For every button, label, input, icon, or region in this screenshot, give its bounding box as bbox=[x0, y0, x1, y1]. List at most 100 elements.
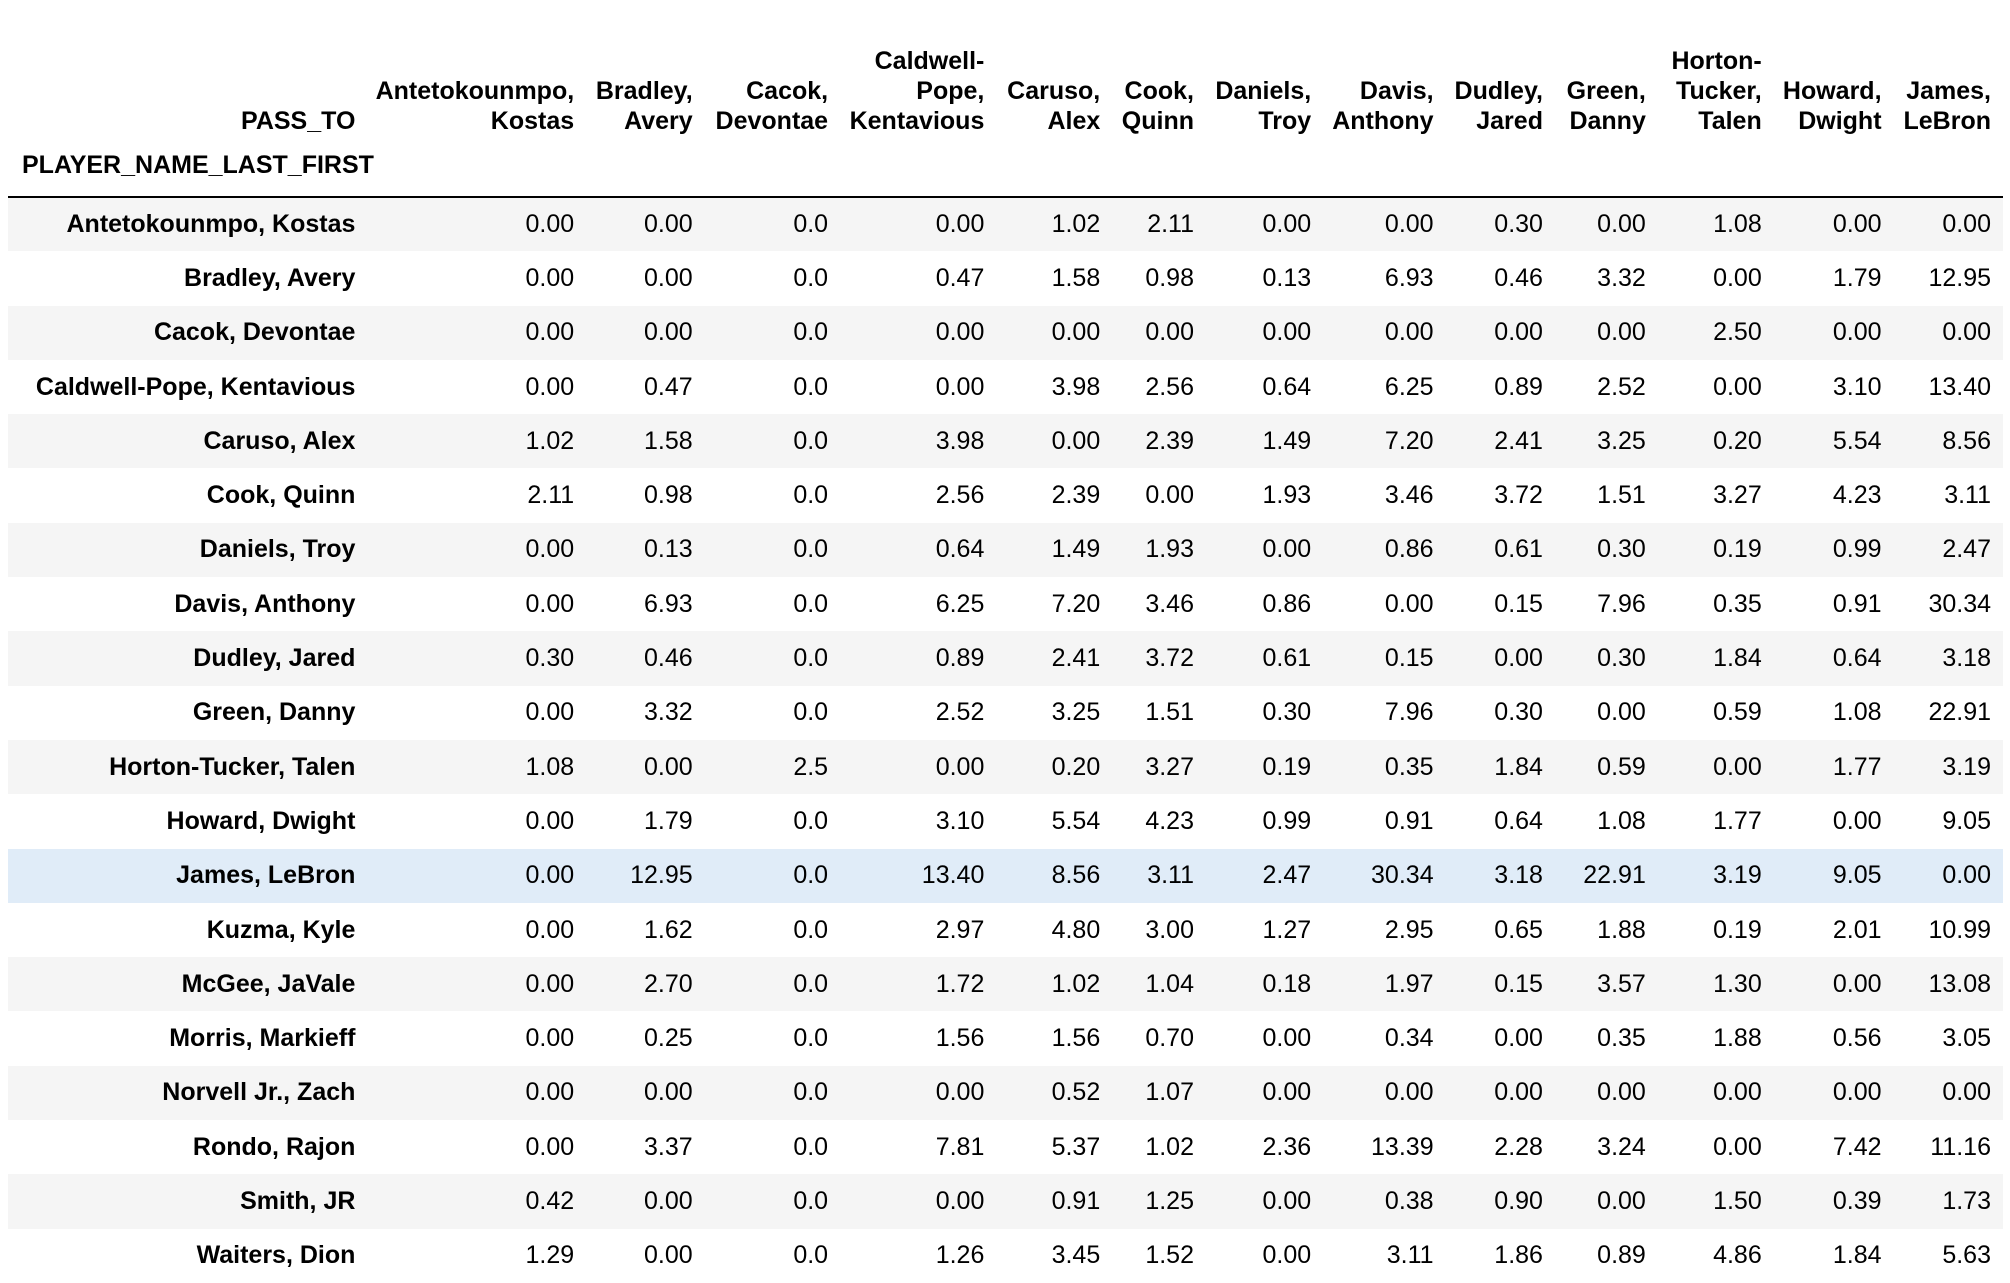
table-cell: 0.0 bbox=[793, 915, 829, 944]
table-cell: 5.63 bbox=[1942, 1241, 1991, 1270]
table-cell: 0.00 bbox=[935, 752, 985, 781]
table-row[interactable]: Horton-Tucker, Talen 1.08 0.00 2.5 0.00 0.20 3… bbox=[8, 739, 2003, 795]
row-label: Waiters, Dion bbox=[196, 1241, 356, 1270]
table-cell: 0.00 bbox=[1597, 698, 1646, 727]
columns-name-label: PASS_TO bbox=[241, 107, 356, 135]
table-row[interactable]: Antetokounmpo, Kostas 0.00 0.00 0.0 0.00 1.02… bbox=[8, 197, 2003, 252]
table-cell: 0.0 bbox=[793, 1024, 829, 1053]
index-header-blank bbox=[1323, 150, 1445, 197]
table-cell: 0.89 bbox=[1494, 372, 1543, 401]
table-cell: 3.32 bbox=[644, 698, 693, 727]
table-cell: 4.86 bbox=[1713, 1241, 1762, 1270]
table-row[interactable]: Cacok, Devontae 0.00 0.00 0.0 0.00 0.00 0.00 0.… bbox=[8, 305, 2003, 360]
table-cell: 0.0 bbox=[793, 1132, 829, 1161]
column-header: Dudley, Jared bbox=[1446, 0, 1555, 150]
table-row[interactable]: Davis, Anthony 0.00 6.93 0.0 6.25 7.20 3.46 0.8… bbox=[8, 577, 2003, 632]
table-cell: 0.0 bbox=[793, 1186, 829, 1215]
column-header-line: Kentavious bbox=[849, 107, 985, 135]
table-cell: 9.05 bbox=[1942, 806, 1991, 835]
table-cell: 0.0 bbox=[793, 426, 829, 455]
column-header: Caruso, Alex bbox=[996, 0, 1112, 150]
table-cell: 0.91 bbox=[1384, 806, 1434, 835]
table-row[interactable]: Howard, Dwight 0.00 1.79 0.0 3.10 5.54 4.23 0.9… bbox=[8, 794, 2003, 849]
table-cell: 0.91 bbox=[1051, 1186, 1101, 1215]
table-row[interactable]: Rondo, Rajon 0.00 3.37 0.0 7.81 5.37 1.02 2.36 1… bbox=[8, 1120, 2003, 1175]
table-cell: 0.00 bbox=[525, 698, 575, 727]
table-cell: 1.50 bbox=[1713, 1186, 1762, 1215]
table-cell: 13.40 bbox=[1928, 372, 1991, 401]
table-row[interactable]: Dudley, Jared 0.30 0.46 0.0 0.89 2.41 3.72 0.61… bbox=[8, 631, 2003, 686]
table-cell: 2.95 bbox=[1384, 915, 1434, 944]
index-header-blank bbox=[996, 150, 1112, 197]
table-cell: 0.00 bbox=[1494, 318, 1543, 347]
table-cell: 5.54 bbox=[1832, 426, 1882, 455]
table-cell: 0.00 bbox=[525, 263, 575, 292]
table-cell: 0.89 bbox=[935, 644, 985, 673]
table-cell: 0.35 bbox=[1597, 1024, 1646, 1053]
table-cell: 2.39 bbox=[1145, 426, 1194, 455]
table-row[interactable]: McGee, JaVale 0.00 2.70 0.0 1.72 1.02 1.04 0.18… bbox=[8, 957, 2003, 1012]
table-cell: 7.20 bbox=[1384, 426, 1434, 455]
table-cell: 2.52 bbox=[935, 698, 985, 727]
table-cell: 13.39 bbox=[1371, 1132, 1434, 1161]
table-cell: 0.89 bbox=[1597, 1241, 1646, 1270]
table-cell: 0.86 bbox=[1384, 535, 1434, 564]
table-row[interactable]: Green, Danny 0.00 3.32 0.0 2.52 3.25 1.51 0.30 7… bbox=[8, 685, 2003, 740]
table-cell: 0.30 bbox=[1494, 698, 1543, 727]
index-header-blank bbox=[1555, 150, 1658, 197]
table-cell: 1.73 bbox=[1942, 1186, 1991, 1215]
table-cell: 0.99 bbox=[1262, 806, 1312, 835]
column-header-line: Caldwell- bbox=[874, 47, 985, 75]
table-row[interactable]: Waiters, Dion 1.29 0.00 0.0 1.26 3.45 1.52 0.00… bbox=[8, 1228, 2003, 1283]
table-cell: 0.0 bbox=[793, 318, 829, 347]
table-cell: 1.62 bbox=[644, 915, 693, 944]
table-cell: 0.00 bbox=[1494, 1024, 1543, 1053]
table-cell: 1.84 bbox=[1832, 1241, 1882, 1270]
table-cell: 0.00 bbox=[935, 318, 985, 347]
column-header-line: Quinn bbox=[1121, 107, 1194, 135]
table-cell: 0.00 bbox=[1597, 1186, 1646, 1215]
table-row[interactable]: Smith, JR 0.42 0.00 0.0 0.00 0.91 1.25 0.00 0.38… bbox=[8, 1174, 2003, 1229]
table-cell: 1.79 bbox=[1832, 263, 1882, 292]
table-row[interactable]: Bradley, Avery 0.00 0.00 0.0 0.47 1.58 0.98 0.1… bbox=[8, 251, 2003, 306]
table-cell: 1.52 bbox=[1145, 1241, 1194, 1270]
table-cell: 1.51 bbox=[1145, 698, 1194, 727]
table-cell: 0.00 bbox=[644, 263, 693, 292]
table-cell: 0.46 bbox=[1494, 263, 1543, 292]
table-cell: 1.25 bbox=[1145, 1186, 1194, 1215]
table-cell: 1.56 bbox=[1051, 1024, 1101, 1053]
table-cell: 1.56 bbox=[935, 1024, 985, 1053]
table-row[interactable]: Daniels, Troy 0.00 0.13 0.0 0.64 1.49 1.93 0.00… bbox=[8, 522, 2003, 578]
index-header-blank bbox=[1206, 150, 1323, 197]
table-cell: 0.00 bbox=[1713, 1078, 1762, 1107]
table-row[interactable]: Caldwell-Pope, Kentavious 0.00 0.47 0.0 0.00… bbox=[8, 359, 2003, 415]
column-header: Cacok, Devontae bbox=[705, 0, 840, 150]
table-row[interactable]: Caruso, Alex 1.02 1.58 0.0 3.98 0.00 2.39 1.49 7… bbox=[8, 414, 2003, 469]
table-cell: 0.20 bbox=[1051, 752, 1101, 781]
table-cell: 3.24 bbox=[1597, 1132, 1646, 1161]
table-row[interactable]: Morris, Markieff 0.00 0.25 0.0 1.56 1.56 0.70 0… bbox=[8, 1011, 2003, 1066]
table-cell: 0.00 bbox=[1942, 1078, 1991, 1107]
table-cell: 0.00 bbox=[644, 1186, 693, 1215]
table-cell: 0.00 bbox=[1832, 806, 1882, 835]
table-cell: 0.20 bbox=[1713, 426, 1762, 455]
table-cell: 3.37 bbox=[644, 1132, 693, 1161]
table-cell: 0.00 bbox=[1384, 589, 1434, 618]
table-row[interactable]: Cook, Quinn 2.11 0.98 0.0 2.56 2.39 0.00 1.93 3.… bbox=[8, 468, 2003, 523]
table-row[interactable]: Norvell Jr., Zach 0.00 0.00 0.0 0.00 0.52 1.07… bbox=[8, 1065, 2003, 1121]
table-cell: 5.54 bbox=[1051, 806, 1101, 835]
table-cell: 0.00 bbox=[1713, 752, 1762, 781]
table-cell: 0.00 bbox=[644, 1078, 693, 1107]
row-label: Rondo, Rajon bbox=[192, 1132, 356, 1161]
table-row[interactable]: James, LeBron 0.00 12.95 0.0 13.40 8.56 3.11 2.… bbox=[8, 848, 2003, 903]
column-header-line: Avery bbox=[624, 107, 693, 135]
table-cell: 0.64 bbox=[935, 535, 985, 564]
table-cell: 0.98 bbox=[644, 481, 693, 510]
table-cell: 1.27 bbox=[1262, 915, 1312, 944]
table-cell: 0.99 bbox=[1832, 535, 1882, 564]
table-cell: 0.00 bbox=[525, 861, 575, 890]
table-cell: 1.04 bbox=[1145, 969, 1194, 998]
row-label: Bradley, Avery bbox=[184, 263, 356, 292]
table-cell: 0.13 bbox=[644, 535, 693, 564]
table-row[interactable]: Kuzma, Kyle 0.00 1.62 0.0 2.97 4.80 3.00 1.27 2.… bbox=[8, 902, 2003, 958]
